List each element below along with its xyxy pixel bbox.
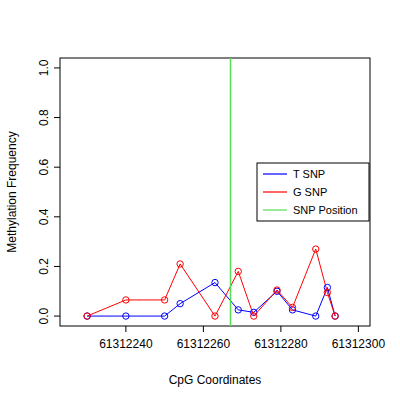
series-point	[84, 313, 90, 319]
series-point	[212, 313, 218, 319]
x-tick	[280, 326, 281, 332]
series-point	[161, 297, 167, 303]
series-point	[274, 287, 280, 293]
y-tick	[54, 167, 60, 168]
series-point	[123, 297, 129, 303]
series-point	[235, 268, 241, 274]
legend-box	[257, 163, 369, 221]
x-tick-label: 61312240	[99, 337, 153, 351]
y-tick-label: 0.8	[37, 109, 51, 126]
plot-data	[84, 58, 338, 326]
y-tick-label: 1.0	[37, 59, 51, 76]
x-tick	[358, 326, 359, 332]
y-axis-label: Methylation Frequency	[5, 131, 19, 252]
chart: 61312240 61312260 61312280 61312300 0.0 0.2 0.…	[0, 0, 400, 400]
series-point	[123, 313, 129, 319]
x-tick	[125, 326, 126, 332]
legend-label: G SNP	[293, 186, 327, 198]
legend-label: T SNP	[293, 168, 325, 180]
series-point	[177, 261, 183, 267]
x-tick	[203, 326, 204, 332]
y-tick-label: 0.2	[37, 258, 51, 275]
y-tick	[54, 67, 60, 68]
series-point	[212, 279, 218, 285]
legend-label: SNP Position	[293, 204, 358, 216]
y-tick	[54, 216, 60, 217]
series-point	[251, 313, 257, 319]
y-tick-label: 0.6	[37, 159, 51, 176]
y-tick-label: 0.0	[37, 307, 51, 324]
legend-swatch	[263, 191, 287, 192]
series-point	[313, 246, 319, 252]
series-point	[177, 300, 183, 306]
chart-svg: 61312240 61312260 61312280 61312300 0.0 0.2 0.…	[0, 0, 400, 400]
y-tick	[54, 266, 60, 267]
series-point	[161, 313, 167, 319]
x-axis-label: CpG Coordinates	[169, 373, 262, 387]
snp-line	[230, 58, 232, 326]
series-line	[87, 249, 335, 316]
x-tick-label: 61312260	[177, 337, 231, 351]
y-tick-label: 0.4	[37, 208, 51, 225]
series-point	[289, 304, 295, 310]
series-point	[332, 313, 338, 319]
legend-swatch	[263, 209, 287, 210]
y-tick	[54, 316, 60, 317]
series-point	[313, 313, 319, 319]
x-tick-label: 61312280	[254, 337, 308, 351]
x-tick-label: 61312300	[332, 337, 386, 351]
y-tick	[54, 117, 60, 118]
legend-swatch	[263, 173, 287, 174]
plot-frame	[60, 58, 370, 326]
series-point	[324, 289, 330, 295]
series-point	[235, 307, 241, 313]
